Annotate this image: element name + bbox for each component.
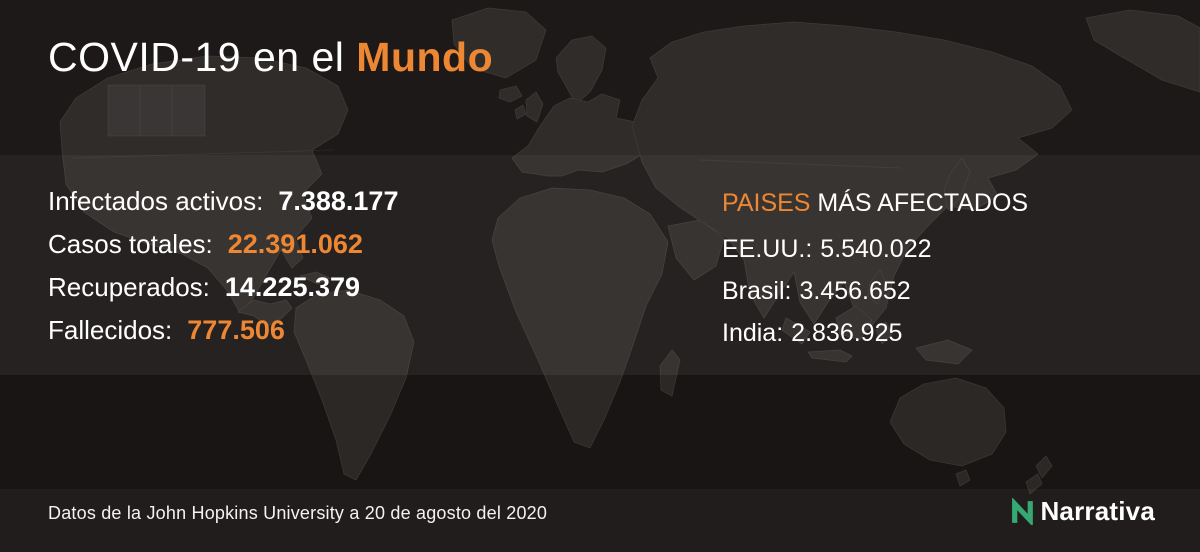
- title-highlight: Mundo: [356, 34, 494, 80]
- narrativa-logo: Narrativa: [1010, 496, 1155, 527]
- stat-value: 777.506: [187, 315, 285, 345]
- global-stats: Infectados activos: 7.388.177 Casos tota…: [48, 186, 398, 358]
- logo-text: Narrativa: [1040, 496, 1155, 526]
- island-ireland: [514, 104, 527, 120]
- country-label: India:: [722, 319, 784, 347]
- stat-value: 14.225.379: [224, 272, 361, 302]
- island-borneo: [835, 305, 873, 341]
- map-region-highlight: [107, 84, 206, 137]
- island-iceland: [498, 85, 523, 103]
- stat-label: Casos totales:: [48, 229, 213, 259]
- page-title: COVID-19 en el Mundo: [48, 34, 493, 81]
- country-row-india: India: 2.836.925: [722, 318, 1028, 348]
- title-rest: MÁS AFECTADOS: [810, 189, 1029, 217]
- landmass-scandinavia: [555, 35, 607, 105]
- country-row-brasil: Brasil: 3.456.652: [722, 276, 1028, 306]
- landmass-central-america: [237, 299, 293, 327]
- most-affected-section: PAISES MÁS AFECTADOS EE.UU.: 5.540.022 Br…: [722, 188, 1028, 360]
- continents: [59, 7, 1200, 495]
- island-sulawesi: [875, 321, 893, 345]
- landmass-greenland: [451, 7, 547, 79]
- stat-fallecidos: Fallecidos: 777.506: [48, 315, 398, 345]
- most-affected-title: PAISES MÁS AFECTADOS: [722, 188, 1028, 218]
- stat-label: Recuperados:: [48, 272, 210, 302]
- landmass-south-america: [293, 289, 415, 481]
- stat-infectados-activos: Infectados activos: 7.388.177: [48, 186, 398, 216]
- country-label: EE.UU.:: [722, 235, 813, 263]
- stat-value: 22.391.062: [227, 229, 363, 259]
- island-uk: [525, 91, 544, 123]
- title-accent: PAISES: [722, 189, 811, 217]
- stat-casos-totales: Casos totales: 22.391.062: [48, 229, 398, 259]
- country-row-eeuu: EE.UU.: 5.540.022: [722, 234, 1028, 264]
- island-madagascar: [659, 349, 681, 397]
- island-cuba: [299, 271, 331, 285]
- island-sumatra: [781, 317, 811, 345]
- landmass-asia: [631, 21, 1073, 331]
- island-java: [807, 349, 853, 363]
- stat-value: 7.388.177: [278, 186, 399, 216]
- island-japan: [943, 157, 971, 211]
- island-tasmania: [955, 469, 971, 487]
- stat-label: Infectados activos:: [48, 186, 264, 216]
- island-philippines: [867, 269, 888, 305]
- stat-label: Fallecidos:: [48, 315, 173, 345]
- country-value: 2.836.925: [791, 319, 903, 347]
- narrativa-n-icon: [1012, 498, 1034, 525]
- map-border-lines: [71, 149, 901, 169]
- title-prefix: COVID-19 en el: [48, 34, 357, 80]
- landmass-siberia-corner: [1085, 9, 1200, 93]
- stat-recuperados: Recuperados: 14.225.379: [48, 272, 398, 302]
- landmass-africa: [491, 187, 669, 449]
- landmass-north-america: [59, 55, 349, 314]
- data-source: Datos de la John Hopkins University a 20…: [48, 503, 548, 523]
- country-value: 5.540.022: [820, 235, 932, 263]
- country-label: Brasil:: [722, 277, 792, 305]
- island-new-zealand-north: [1035, 455, 1053, 479]
- island-new-zealand-south: [1025, 473, 1043, 495]
- island-new-guinea: [915, 339, 973, 365]
- landmass-australia: [889, 377, 1007, 467]
- country-value: 3.456.652: [799, 277, 911, 305]
